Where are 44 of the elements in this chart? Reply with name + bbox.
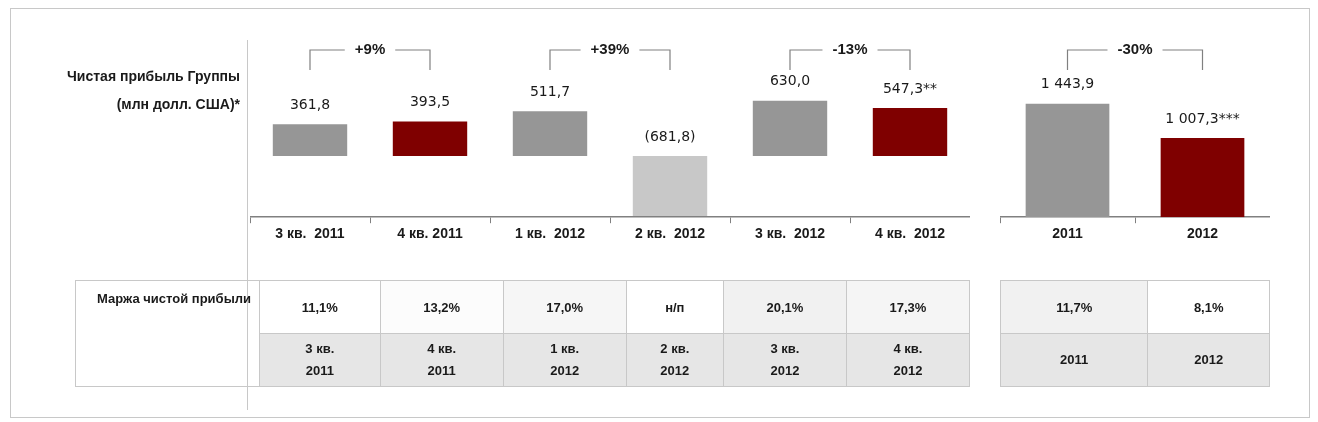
data-label: 1 007,3*** bbox=[1165, 109, 1240, 126]
data-label: 11,1% bbox=[259, 280, 381, 334]
data-label: (681,8) bbox=[644, 127, 696, 144]
y-axis-title: Чистая прибыль Группы (млн долл. США)* bbox=[66, 67, 240, 114]
x-tick-label: 4 кв. 2011 bbox=[397, 225, 463, 242]
x-tick-label: 3 кв. 2012 bbox=[723, 333, 847, 387]
x-tick-label: 3 кв. 2011 bbox=[259, 333, 381, 387]
data-label: 1 443,9 bbox=[1040, 75, 1095, 92]
data-label: 17,0% bbox=[503, 280, 627, 334]
text: +39% bbox=[590, 40, 630, 58]
bar bbox=[392, 121, 468, 157]
data-label: 630,0 bbox=[769, 72, 811, 89]
data-label: 17,3% bbox=[846, 280, 970, 334]
data-label: 361,8 bbox=[289, 95, 331, 112]
x-tick-label: 3 кв. 2012 bbox=[754, 225, 826, 242]
text: -30% bbox=[1117, 40, 1153, 58]
bar bbox=[272, 124, 348, 157]
data-label: 393,5 bbox=[409, 93, 451, 110]
x-tick-label: 2011 bbox=[1052, 225, 1083, 242]
x-tick-label: 3 кв. 2011 bbox=[275, 225, 345, 242]
bar bbox=[632, 156, 708, 216]
x-tick-label: 2012 bbox=[1186, 225, 1219, 242]
x-tick-label: 4 кв. 2012 bbox=[846, 333, 970, 387]
data-label: 547,3** bbox=[882, 79, 938, 96]
x-tick-label: 2 кв. 2012 bbox=[626, 333, 724, 387]
bar bbox=[872, 108, 948, 157]
bar bbox=[752, 100, 828, 157]
x-tick-label: 2011 bbox=[1000, 333, 1148, 387]
data-label: 8,1% bbox=[1147, 280, 1270, 334]
x-tick-label: 1 кв. 2012 bbox=[503, 333, 627, 387]
x-tick-label: 4 кв. 2011 bbox=[380, 333, 504, 387]
x-tick-label: 1 кв. 2012 bbox=[514, 225, 586, 242]
x-tick-label: 4 кв. 2012 bbox=[874, 225, 946, 242]
x-tick-label: 2 кв. 2012 bbox=[634, 225, 706, 242]
bar bbox=[512, 111, 588, 157]
y-tick-label: Маржа чистой прибыли bbox=[75, 280, 260, 387]
text: +9% bbox=[354, 40, 386, 58]
data-label: 13,2% bbox=[380, 280, 504, 334]
data-label: 11,7% bbox=[1000, 280, 1148, 334]
text: н/п bbox=[665, 299, 685, 315]
text: -13% bbox=[832, 40, 868, 58]
x-tick-label: 2012 bbox=[1147, 333, 1270, 387]
data-label: 511,7 bbox=[529, 82, 571, 99]
data-label: 20,1% bbox=[723, 280, 847, 334]
